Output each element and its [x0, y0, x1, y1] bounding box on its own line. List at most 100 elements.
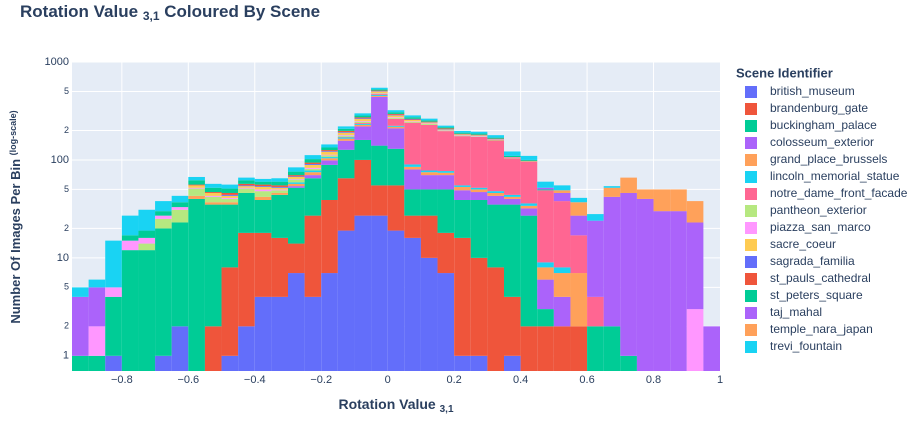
bar — [421, 123, 438, 124]
bar — [504, 156, 521, 157]
bar — [354, 116, 371, 118]
legend-swatch — [745, 86, 757, 98]
legend-swatch — [745, 307, 757, 319]
bar — [388, 185, 405, 230]
legend-swatch — [745, 120, 757, 132]
y-tick-label: 2 — [64, 125, 69, 135]
bar — [570, 198, 587, 202]
bar — [321, 273, 338, 371]
bar — [487, 140, 504, 141]
bar — [454, 185, 471, 187]
bar — [404, 216, 421, 238]
bar — [471, 200, 488, 258]
legend-label: trevi_fountain — [770, 339, 842, 353]
title-sub: 3,1 — [143, 9, 160, 23]
bar — [371, 88, 388, 90]
bar — [238, 180, 255, 184]
bar — [404, 164, 421, 166]
bar — [570, 326, 587, 371]
bar — [537, 188, 554, 190]
legend-label: temple_nara_japan — [770, 322, 873, 336]
bar — [388, 149, 405, 186]
y-tick-label: 2 — [64, 223, 69, 233]
bar — [388, 231, 405, 371]
legend-label: grand_place_brussels — [770, 152, 887, 166]
x-tick-label: 0.2 — [447, 374, 462, 386]
bar — [471, 258, 488, 356]
bar — [504, 158, 521, 195]
bar — [89, 356, 106, 371]
bar — [238, 326, 255, 371]
bar — [554, 273, 571, 297]
legend-label: lincoln_memorial_statue — [770, 169, 900, 183]
y-tick-label: 2 — [64, 321, 69, 331]
bar — [255, 197, 272, 200]
bar — [554, 190, 571, 193]
legend-label: pantheon_exterior — [770, 203, 867, 217]
y-tick-label: 1 — [63, 350, 69, 362]
bar — [487, 196, 504, 205]
bar — [570, 202, 587, 215]
bar — [288, 176, 305, 177]
bar — [438, 189, 455, 232]
y-tick-label: 10 — [57, 252, 69, 264]
bar — [371, 185, 388, 215]
bar — [222, 198, 239, 199]
bar — [587, 221, 604, 297]
bar — [305, 172, 322, 175]
bar — [421, 216, 438, 258]
bar — [537, 190, 554, 262]
bar — [222, 205, 239, 268]
bar — [421, 189, 438, 215]
bar — [305, 165, 322, 168]
bar — [421, 124, 438, 125]
bar — [554, 267, 571, 273]
bar — [471, 132, 488, 134]
bar — [404, 121, 421, 122]
bar — [188, 199, 205, 371]
bar — [438, 273, 455, 371]
bar — [321, 152, 338, 155]
legend-swatch — [745, 239, 757, 251]
bar — [354, 124, 371, 125]
bar — [172, 202, 189, 207]
bar — [205, 196, 222, 197]
bar — [305, 297, 322, 371]
bar — [238, 233, 255, 326]
bar — [404, 238, 421, 371]
bar — [354, 126, 371, 140]
bar — [404, 122, 421, 123]
bar — [438, 173, 455, 175]
bar — [371, 96, 388, 97]
bar — [537, 182, 554, 188]
bar — [537, 262, 554, 267]
bar — [371, 97, 388, 146]
y-tick-label: 5 — [64, 86, 69, 96]
bar — [421, 122, 438, 123]
bar — [222, 193, 239, 195]
bar — [487, 135, 504, 137]
bar — [105, 297, 122, 356]
bar — [321, 151, 338, 152]
bar — [587, 214, 604, 221]
bar — [354, 113, 371, 115]
bar — [288, 179, 305, 180]
bar — [172, 210, 189, 223]
y-label-text: Number Of Images Per Bin — [8, 159, 23, 324]
bar — [371, 91, 388, 92]
bar — [338, 129, 355, 131]
bar — [155, 201, 172, 211]
bar — [188, 185, 205, 186]
bar — [454, 200, 471, 238]
bar — [172, 222, 189, 326]
bar — [654, 189, 671, 211]
bar — [637, 199, 654, 371]
bar — [504, 205, 521, 297]
legend-label: st_pauls_cathedral — [770, 271, 871, 285]
x-tick-label: 0 — [385, 374, 391, 386]
bar — [105, 356, 122, 371]
bar — [305, 175, 322, 178]
bar — [255, 233, 272, 297]
x-label-sub: 3,1 — [440, 404, 454, 415]
